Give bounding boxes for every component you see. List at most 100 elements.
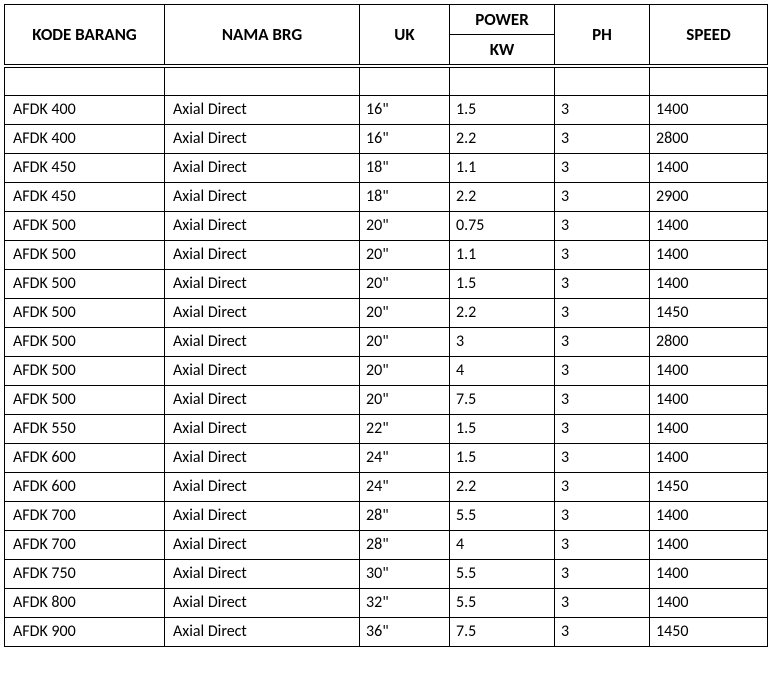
cell-speed: 2900 — [650, 182, 768, 211]
cell-speed: 1400 — [650, 211, 768, 240]
cell-uk: 28" — [360, 530, 450, 559]
table-header: KODE BARANG NAMA BRG UK POWER PH SPEED K… — [5, 5, 768, 67]
cell-uk: 20" — [360, 211, 450, 240]
table-row: AFDK 500Axial Direct20"1.531400 — [5, 269, 768, 298]
cell-nama: Axial Direct — [165, 182, 360, 211]
cell-speed: 1400 — [650, 559, 768, 588]
cell-ph: 3 — [555, 211, 650, 240]
cell-speed: 1400 — [650, 385, 768, 414]
cell-speed: 1400 — [650, 269, 768, 298]
cell-uk: 20" — [360, 269, 450, 298]
table-row: AFDK 500Axial Direct20"7.531400 — [5, 385, 768, 414]
cell-speed: 1450 — [650, 617, 768, 646]
product-table: KODE BARANG NAMA BRG UK POWER PH SPEED K… — [4, 4, 768, 647]
table-row: AFDK 600Axial Direct24"1.531400 — [5, 443, 768, 472]
cell-uk: 20" — [360, 298, 450, 327]
table-row: AFDK 450Axial Direct18"1.131400 — [5, 153, 768, 182]
cell-nama: Axial Direct — [165, 617, 360, 646]
cell-power: 1.5 — [450, 443, 555, 472]
cell-uk: 16" — [360, 124, 450, 153]
cell-power: 0.75 — [450, 211, 555, 240]
cell-power: 1.1 — [450, 153, 555, 182]
cell-ph: 3 — [555, 617, 650, 646]
cell-ph: 3 — [555, 95, 650, 124]
cell-speed: 1400 — [650, 501, 768, 530]
cell-uk: 32" — [360, 588, 450, 617]
cell-kode: AFDK 500 — [5, 327, 165, 356]
cell-kode: AFDK 450 — [5, 182, 165, 211]
cell-kode: AFDK 500 — [5, 269, 165, 298]
cell-kode: AFDK 500 — [5, 240, 165, 269]
cell-ph: 3 — [555, 588, 650, 617]
cell-uk — [360, 66, 450, 95]
cell-uk: 20" — [360, 385, 450, 414]
cell-kode: AFDK 600 — [5, 443, 165, 472]
cell-kode: AFDK 500 — [5, 298, 165, 327]
cell-nama: Axial Direct — [165, 269, 360, 298]
cell-nama: Axial Direct — [165, 124, 360, 153]
cell-speed: 2800 — [650, 327, 768, 356]
table-row: AFDK 400Axial Direct16"2.232800 — [5, 124, 768, 153]
cell-kode: AFDK 700 — [5, 501, 165, 530]
cell-kode: AFDK 500 — [5, 385, 165, 414]
table-row: AFDK 700Axial Direct28"5.531400 — [5, 501, 768, 530]
cell-power: 5.5 — [450, 559, 555, 588]
table-body: AFDK 400Axial Direct16"1.531400AFDK 400A… — [5, 66, 768, 646]
cell-kode: AFDK 800 — [5, 588, 165, 617]
cell-power: 2.2 — [450, 298, 555, 327]
cell-speed: 1400 — [650, 443, 768, 472]
cell-uk: 28" — [360, 501, 450, 530]
table-row: AFDK 550Axial Direct22"1.531400 — [5, 414, 768, 443]
cell-nama: Axial Direct — [165, 211, 360, 240]
cell-power — [450, 66, 555, 95]
cell-nama: Axial Direct — [165, 298, 360, 327]
cell-kode: AFDK 750 — [5, 559, 165, 588]
table-row: AFDK 500Axial Direct20"1.131400 — [5, 240, 768, 269]
cell-uk: 36" — [360, 617, 450, 646]
table-row: AFDK 900Axial Direct36"7.531450 — [5, 617, 768, 646]
cell-kode: AFDK 550 — [5, 414, 165, 443]
cell-speed — [650, 66, 768, 95]
header-kode: KODE BARANG — [5, 5, 165, 67]
cell-power: 4 — [450, 530, 555, 559]
cell-speed: 1400 — [650, 153, 768, 182]
header-speed: SPEED — [650, 5, 768, 67]
cell-uk: 30" — [360, 559, 450, 588]
cell-nama: Axial Direct — [165, 385, 360, 414]
cell-ph: 3 — [555, 153, 650, 182]
cell-nama: Axial Direct — [165, 472, 360, 501]
cell-speed: 1400 — [650, 95, 768, 124]
cell-ph: 3 — [555, 385, 650, 414]
cell-nama: Axial Direct — [165, 327, 360, 356]
cell-power: 4 — [450, 356, 555, 385]
cell-uk: 24" — [360, 443, 450, 472]
cell-ph: 3 — [555, 124, 650, 153]
cell-nama: Axial Direct — [165, 356, 360, 385]
table-row — [5, 66, 768, 95]
table-row: AFDK 500Axial Direct20"2.231450 — [5, 298, 768, 327]
cell-nama: Axial Direct — [165, 95, 360, 124]
cell-power: 1.5 — [450, 414, 555, 443]
cell-power: 7.5 — [450, 385, 555, 414]
cell-power: 7.5 — [450, 617, 555, 646]
cell-ph: 3 — [555, 501, 650, 530]
cell-ph: 3 — [555, 472, 650, 501]
cell-kode — [5, 66, 165, 95]
cell-speed: 1450 — [650, 298, 768, 327]
cell-speed: 1400 — [650, 588, 768, 617]
cell-ph: 3 — [555, 356, 650, 385]
cell-ph — [555, 66, 650, 95]
header-kw: KW — [450, 35, 555, 67]
cell-uk: 16" — [360, 95, 450, 124]
header-uk: UK — [360, 5, 450, 67]
cell-kode: AFDK 600 — [5, 472, 165, 501]
cell-power: 1.5 — [450, 95, 555, 124]
cell-uk: 24" — [360, 472, 450, 501]
cell-speed: 1400 — [650, 530, 768, 559]
cell-ph: 3 — [555, 530, 650, 559]
table-row: AFDK 500Axial Direct20"332800 — [5, 327, 768, 356]
cell-nama: Axial Direct — [165, 153, 360, 182]
cell-speed: 1400 — [650, 240, 768, 269]
table-row: AFDK 750Axial Direct30"5.531400 — [5, 559, 768, 588]
table-row: AFDK 450Axial Direct18"2.232900 — [5, 182, 768, 211]
